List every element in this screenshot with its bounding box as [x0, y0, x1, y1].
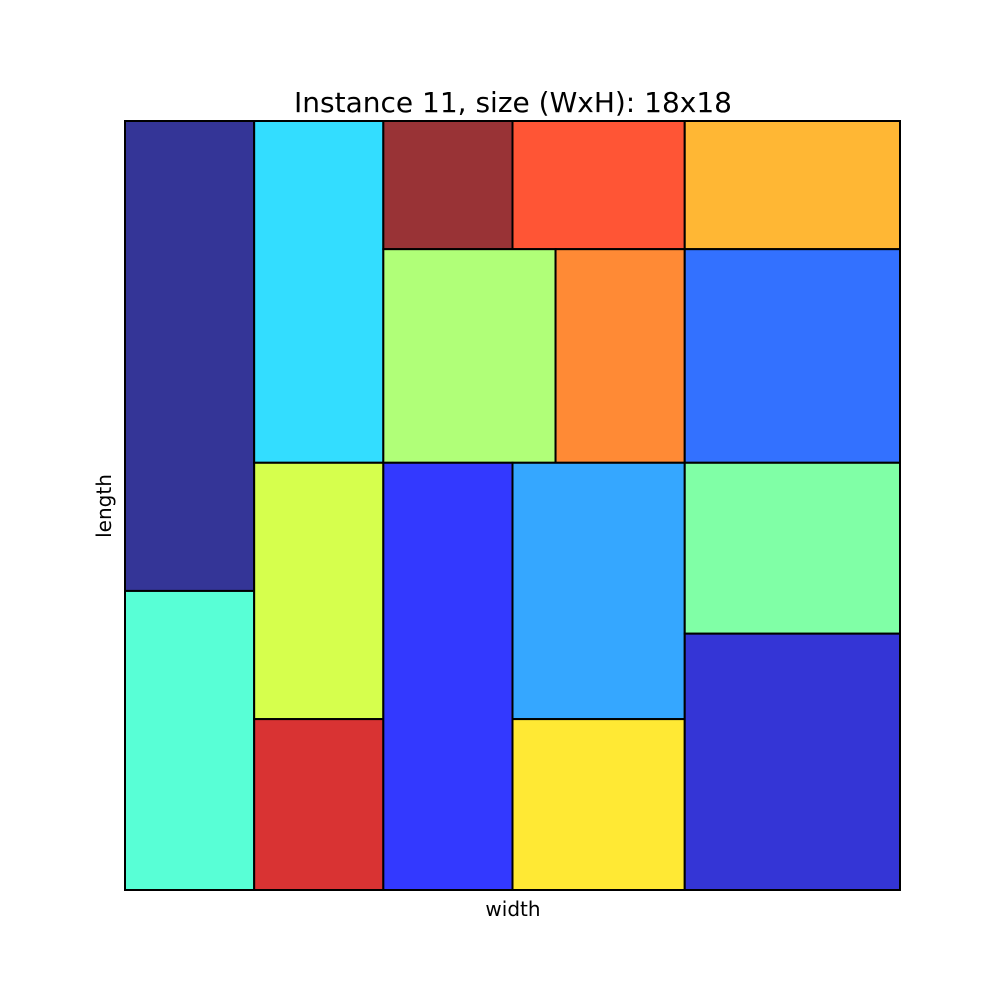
piece-rect-9: [382, 248, 557, 464]
piece-rect-16: [683, 632, 901, 892]
piece-rect-1: [124, 120, 256, 592]
piece-rect-15: [683, 461, 901, 635]
plot-frame: [124, 120, 901, 891]
piece-rect-8: [683, 120, 901, 251]
piece-rect-11: [683, 248, 901, 464]
chart-title: Instance 11, size (WxH): 18x18: [294, 86, 732, 119]
piece-rect-14: [511, 718, 686, 891]
piece-rect-6: [382, 120, 514, 251]
piece-rect-12: [382, 461, 514, 891]
piece-rect-13: [511, 461, 686, 721]
pieces-group: [124, 120, 901, 892]
y-axis-label: length: [92, 474, 116, 538]
piece-rect-2: [124, 589, 256, 891]
x-axis-label: width: [485, 897, 540, 921]
piece-rect-10: [554, 248, 686, 464]
piece-rect-3: [253, 120, 385, 464]
piece-rect-7: [511, 120, 686, 251]
piece-rect-4: [253, 461, 385, 721]
piece-rect-5: [253, 718, 385, 891]
